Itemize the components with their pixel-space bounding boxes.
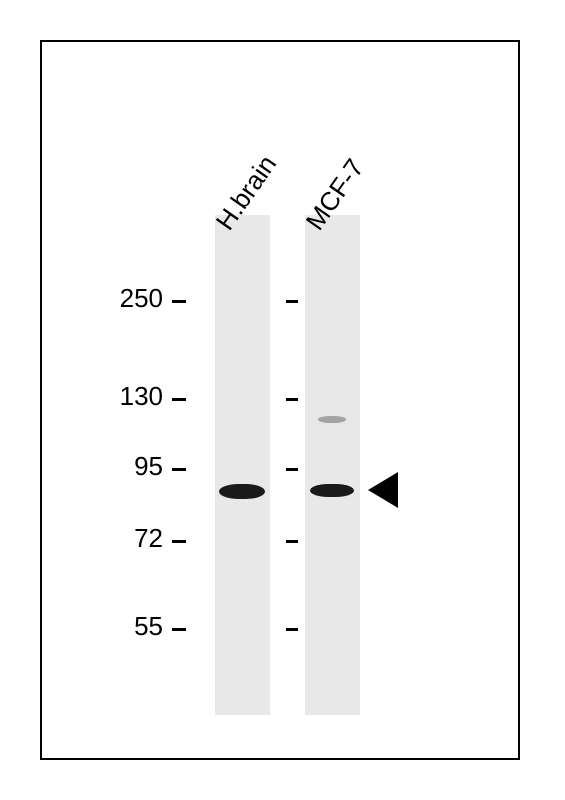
mw-label-95: 95 [105, 451, 163, 482]
mw-tick-130 [172, 398, 186, 401]
mw-label-250: 250 [105, 283, 163, 314]
center-tick-250 [286, 300, 298, 303]
lane-mcf7 [305, 215, 360, 715]
center-tick-95 [286, 468, 298, 471]
mw-tick-95 [172, 468, 186, 471]
lane-hbrain [215, 215, 270, 715]
mw-label-55: 55 [105, 611, 163, 642]
mw-tick-250 [172, 300, 186, 303]
center-tick-55 [286, 628, 298, 631]
band-mcf7-130 [318, 416, 346, 423]
band-mcf7-main [310, 484, 354, 497]
mw-tick-55 [172, 628, 186, 631]
mw-tick-72 [172, 540, 186, 543]
target-arrow-icon [368, 472, 398, 508]
center-tick-130 [286, 398, 298, 401]
mw-label-72: 72 [105, 523, 163, 554]
mw-label-130: 130 [105, 381, 163, 412]
band-hbrain-main [219, 484, 265, 499]
center-tick-72 [286, 540, 298, 543]
